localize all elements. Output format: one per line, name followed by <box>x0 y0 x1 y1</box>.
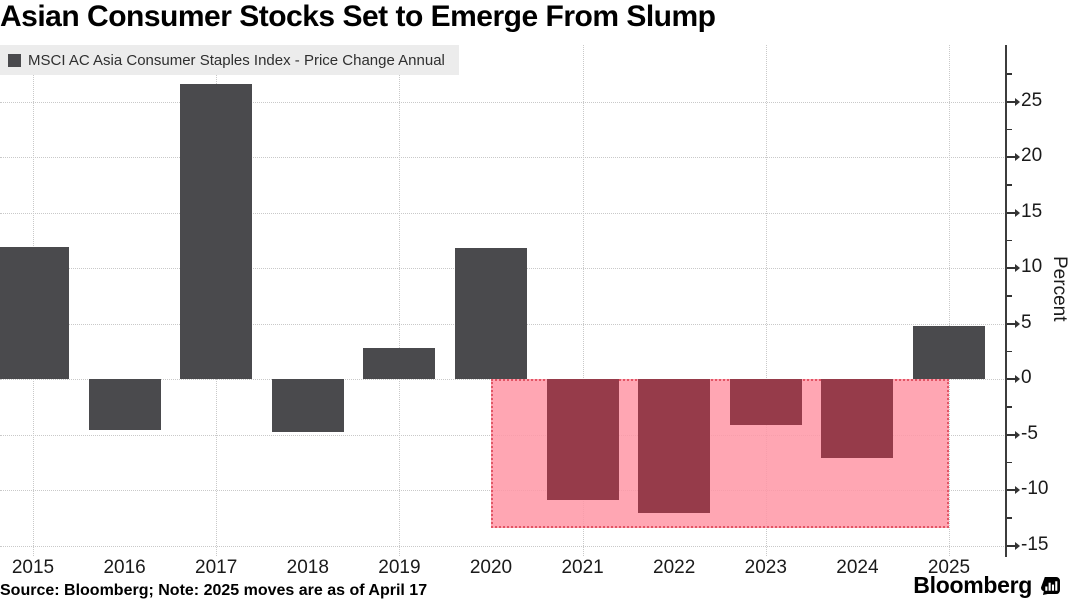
bar-2023 <box>729 379 802 425</box>
x-label-2022: 2022 <box>653 557 696 578</box>
x-label-2016: 2016 <box>103 557 146 578</box>
y-tick-10 <box>1007 264 1020 272</box>
x-label-2021: 2021 <box>561 557 604 578</box>
bar-2015 <box>0 246 69 379</box>
y-tick--10 <box>1007 486 1020 494</box>
x-label-2025: 2025 <box>927 557 971 578</box>
y-tick-25 <box>1007 97 1020 106</box>
y-minor-tick-2.5 <box>1007 350 1012 352</box>
y-axis-title: Percent <box>1049 256 1070 322</box>
gridline-vertical-2023 <box>765 45 767 556</box>
y-minor-tick-12.5 <box>1007 239 1012 241</box>
y-minor-tick-27.5 <box>1007 73 1012 75</box>
source-note: Source: Bloomberg; Note: 2025 moves are … <box>0 582 428 599</box>
y-minor-tick--7.5 <box>1007 461 1012 463</box>
y-tick-label--10: -10 <box>1021 478 1049 500</box>
y-minor-tick--2.5 <box>1007 406 1012 408</box>
y-tick-label--5: -5 <box>1021 422 1038 444</box>
gridline-vertical-2021 <box>582 45 584 556</box>
x-label-2017: 2017 <box>195 557 238 578</box>
x-label-2018: 2018 <box>286 557 329 578</box>
bar-2020 <box>455 248 527 379</box>
y-minor-tick-7.5 <box>1007 295 1012 297</box>
legend-label: MSCI AC Asia Consumer Staples Index - Pr… <box>28 51 445 69</box>
bar-2017 <box>180 83 253 379</box>
y-tick-label-0: 0 <box>1021 367 1032 389</box>
y-axis-line <box>1005 45 1007 557</box>
y-tick-label-10: 10 <box>1021 256 1043 278</box>
y-tick-label-15: 15 <box>1021 200 1043 222</box>
y-tick-label-20: 20 <box>1021 145 1043 167</box>
bar-2024 <box>821 379 894 458</box>
bar-2025 <box>913 325 985 379</box>
y-tick-5 <box>1007 319 1020 328</box>
bar-2016 <box>88 379 161 431</box>
chart-title: Asian Consumer Stocks Set to Emerge From… <box>0 0 716 33</box>
gridline-horizontal-15 <box>0 212 1006 214</box>
y-tick-15 <box>1007 208 1020 217</box>
x-label-2020: 2020 <box>469 557 513 578</box>
y-tick-label-25: 25 <box>1021 89 1043 111</box>
bloomberg-wordmark: Bloomberg <box>913 572 1032 598</box>
x-label-2019: 2019 <box>378 557 421 578</box>
y-tick-label--15: -15 <box>1021 533 1049 555</box>
gridline-vertical-2019 <box>399 45 401 556</box>
bar-2022 <box>638 379 711 514</box>
plot-area <box>0 45 1006 556</box>
x-label-2023: 2023 <box>744 557 787 578</box>
legend-swatch-icon <box>8 53 21 67</box>
y-tick--5 <box>1007 430 1020 439</box>
y-minor-tick-22.5 <box>1007 128 1012 130</box>
y-tick-20 <box>1007 153 1020 161</box>
y-minor-tick--12.5 <box>1007 517 1012 519</box>
branding: Bloomberg <box>913 572 1060 599</box>
gridline-vertical-2025 <box>949 45 950 556</box>
y-tick-label-5: 5 <box>1021 311 1032 333</box>
gridline-horizontal-25 <box>0 101 1006 103</box>
gridline-horizontal-20 <box>0 157 1006 158</box>
y-tick-0 <box>1007 375 1020 383</box>
x-label-2024: 2024 <box>836 557 879 578</box>
gridline-horizontal--15 <box>0 545 1006 547</box>
bar-2019 <box>363 347 436 379</box>
bar-2021 <box>546 379 619 500</box>
y-minor-tick-17.5 <box>1007 184 1012 186</box>
x-label-2015: 2015 <box>11 557 55 578</box>
bar-2018 <box>271 379 344 433</box>
bloomberg-terminal-icon <box>1041 576 1060 595</box>
legend: MSCI AC Asia Consumer Staples Index - Pr… <box>0 45 459 75</box>
y-tick--15 <box>1007 541 1020 550</box>
